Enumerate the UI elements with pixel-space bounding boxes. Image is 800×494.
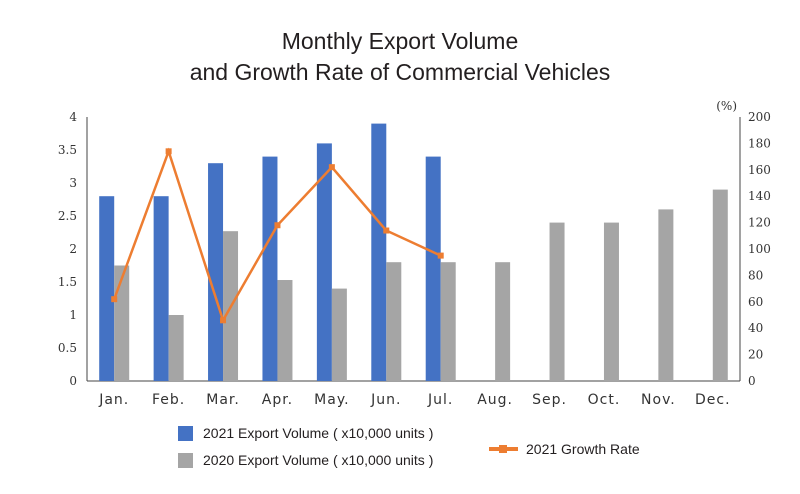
bar-2020-sep	[549, 222, 565, 381]
x-tick-label: Jan.	[98, 392, 129, 408]
y2-tick-label: 80	[748, 268, 763, 282]
growth-rate-point-mar	[220, 317, 227, 324]
bar-2020-aug	[495, 262, 511, 381]
legend-item-2021-volume: 2021 Export Volume ( x10,000 units )	[178, 425, 433, 441]
y-tick-label: 1.5	[58, 275, 77, 289]
bar-2021-may	[316, 143, 332, 381]
bar-2020-jun	[386, 262, 402, 381]
y2-tick-label: 20	[748, 348, 763, 362]
bar-2020-apr	[277, 280, 293, 381]
y-tick-label: 3	[69, 176, 77, 190]
bar-2020-feb	[168, 315, 184, 381]
growth-rate-point-jun	[383, 227, 390, 234]
y2-tick-label: 180	[748, 136, 771, 150]
bar-2020-nov	[658, 209, 674, 381]
x-tick-label: Oct.	[588, 392, 621, 408]
x-tick-label: May.	[314, 392, 349, 408]
bar-2020-may	[331, 288, 347, 381]
y-tick-label: 0.5	[58, 341, 77, 355]
x-tick-label: Apr.	[262, 392, 293, 408]
y2-tick-label: 160	[748, 163, 771, 177]
bar-2021-jan	[99, 196, 115, 381]
x-tick-label: Feb.	[152, 392, 185, 408]
y2-unit-label: (%)	[716, 99, 737, 113]
y2-tick-label: 40	[748, 321, 763, 335]
y-tick-label: 1	[69, 308, 77, 322]
x-tick-label: Jul.	[427, 392, 453, 408]
growth-rate-point-jul	[437, 252, 444, 259]
x-tick-label: Jun.	[370, 392, 401, 408]
legend-item-growth-rate: 2021 Growth Rate	[489, 441, 640, 457]
bar-2020-jul	[440, 262, 456, 381]
y2-tick-label: 200	[748, 110, 771, 124]
x-tick-label: Mar.	[206, 392, 240, 408]
y2-tick-label: 0	[748, 374, 756, 388]
bar-2020-jan	[114, 265, 130, 381]
legend-label: 2021 Export Volume ( x10,000 units )	[203, 425, 434, 441]
growth-rate-point-apr	[274, 222, 281, 229]
bar-2021-jun	[371, 123, 387, 381]
growth-rate-point-jan	[111, 296, 118, 303]
bar-2021-feb	[153, 196, 169, 381]
legend-swatch-blue	[178, 425, 193, 441]
legend-label: 2021 Growth Rate	[526, 441, 640, 457]
growth-rate-point-feb	[165, 148, 172, 155]
chart-title: Monthly Export Volume	[281, 28, 519, 54]
y-tick-label: 4	[69, 110, 77, 124]
legend-swatch-gray	[178, 452, 193, 468]
y-tick-label: 2.5	[58, 209, 77, 223]
chart-subtitle: and Growth Rate of Commercial Vehicles	[189, 59, 611, 85]
legend-label: 2020 Export Volume ( x10,000 units )	[203, 452, 434, 468]
bar-2021-apr	[262, 156, 278, 381]
bar-2020-dec	[712, 189, 728, 381]
y-tick-label: 3.5	[58, 143, 77, 157]
y2-tick-label: 60	[748, 295, 763, 309]
legend-line-orange	[489, 445, 518, 453]
bar-2020-oct	[603, 222, 619, 381]
y2-tick-label: 120	[748, 216, 771, 230]
x-tick-label: Aug.	[477, 392, 513, 408]
y-tick-label: 0	[69, 374, 77, 388]
growth-rate-point-may	[328, 164, 335, 171]
y2-tick-label: 140	[748, 189, 771, 203]
x-tick-label: Sep.	[532, 392, 567, 408]
x-tick-label: Dec.	[695, 392, 731, 408]
y-tick-label: 2	[69, 242, 77, 256]
bar-2021-mar	[208, 163, 224, 381]
x-tick-label: Nov.	[641, 392, 676, 408]
legend-item-2020-volume: 2020 Export Volume ( x10,000 units )	[178, 452, 433, 468]
y2-tick-label: 100	[748, 242, 771, 256]
bar-2021-jul	[425, 156, 441, 381]
